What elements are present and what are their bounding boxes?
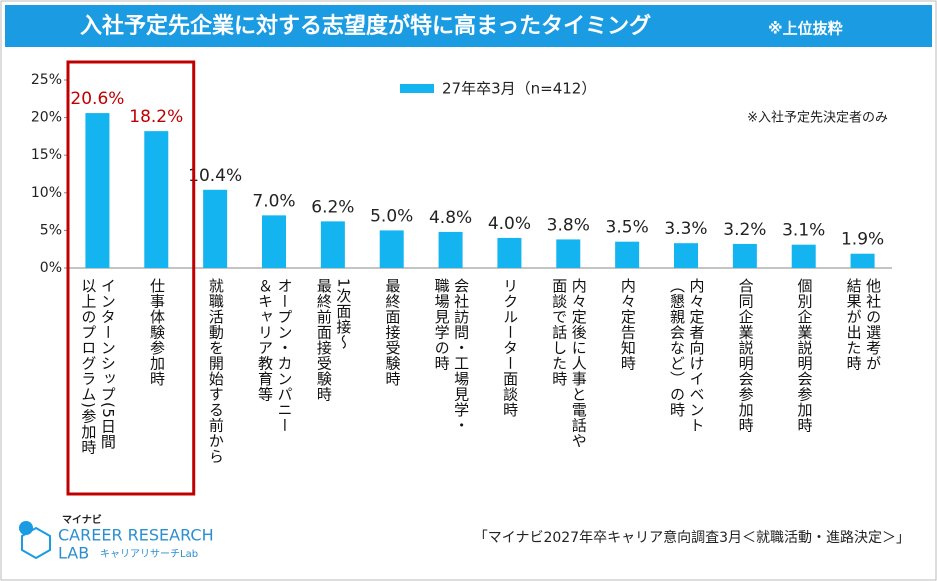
x-tick-label: 最終面接受験時 [383,278,402,387]
bar [556,239,581,268]
x-tick-label: オープン・カンパニー ＆キャリア教育等 [256,278,294,433]
bar [203,189,228,268]
bar [144,131,169,268]
x-tick-label: 就職活動を開始する前から [206,278,225,464]
y-tick-label: 5% [40,222,62,238]
value-label: 5.0% [370,206,413,226]
chart-subtitle: ※上位抜粋 [768,20,843,38]
y-tick-label: 20% [31,110,62,126]
source: 「マイナビ2027年卒キャリア意向調査3月＜就職活動・進路決定＞」 [474,529,910,546]
bar [379,230,404,268]
value-label: 7.0% [252,191,295,211]
x-tick-label: 内々定告知時 [618,278,637,371]
x-tick-label: 会社訪問・工場見学・ 職場見学の時 [432,278,471,433]
x-tick-label: 合同企業説明会参加時 [736,278,755,433]
y-tick-label: 15% [31,147,62,163]
note: ※入社予定先決定者のみ [747,110,888,126]
x-tick-label: インターンシップ(5日間 以上のプログラム)参加時 [79,278,117,455]
bar [791,244,816,268]
value-label: 18.2% [129,107,183,127]
y-tick-label: 10% [31,185,62,201]
x-tick-label: 個別企業説明会参加時 [795,278,814,433]
bar [438,231,463,268]
logo-lab: LAB [58,544,89,563]
logo: マイナビ CAREER RESEARCH LAB キャリアリサーチLab [19,513,214,563]
value-label: 3.1% [782,221,825,241]
bar [615,241,640,268]
value-label: 3.5% [606,218,649,238]
y-tick-label: 25% [31,72,62,88]
bar [674,243,698,268]
x-tick-label: 他社の選考が 結果が出た時 [844,278,883,371]
legend-swatch [400,84,434,93]
logo-icon [21,526,51,560]
bar [732,243,757,268]
logo-sub: キャリアリサーチLab [100,548,198,560]
bar [262,215,286,268]
highlight-box [66,60,196,496]
value-label: 1.9% [841,230,884,250]
value-label: 3.2% [723,220,766,240]
x-tick-label: 内々定者向けイベント （懇親会など）の時 [668,278,706,433]
value-label: 4.0% [488,214,531,234]
value-label: 20.6% [70,89,124,109]
legend-label: 27年卒3月（n=412） [442,80,596,98]
value-label: 3.3% [664,219,707,239]
y-tick-label: 0% [40,260,62,276]
value-label: 6.2% [311,197,354,217]
x-tick-label: リクルーター面談時 [501,278,520,418]
x-tick-label: 仕事体験参加時 [148,278,167,387]
header-bar [5,5,932,47]
value-label: 3.8% [547,215,590,235]
value-label: 10.4% [188,166,242,186]
bar [850,253,875,268]
bar [497,237,522,268]
logo-name: CAREER RESEARCH [58,526,214,545]
logo-brand: マイナビ [62,513,102,526]
x-tick-label: 内々定後に人事と電話や 面談で話した時 [550,278,588,449]
value-label: 4.8% [429,208,472,228]
bar [320,221,345,268]
bar [85,113,110,268]
x-tick-label: 1次面接～ 最終前面接受験時 [314,278,353,402]
chart-title: 入社予定先企業に対する志望度が特に高まったタイミング [80,13,651,39]
